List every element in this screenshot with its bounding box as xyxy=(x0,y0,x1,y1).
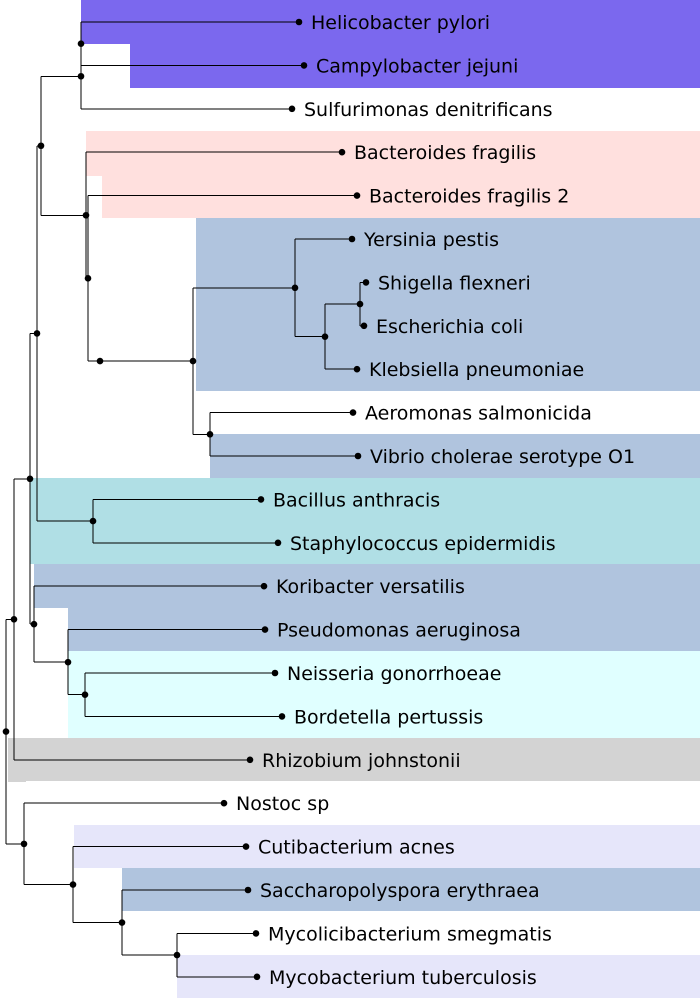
leaf-node-escherichia-coli xyxy=(360,322,368,330)
internal-node xyxy=(189,357,197,365)
taxon-label-shigella-flexneri: Shigella flexneri xyxy=(378,272,531,294)
clade-band-saccharopolyspora xyxy=(122,868,700,911)
taxon-label-mycolicibacterium-smegmatis: Mycolicibacterium smegmatis xyxy=(268,923,552,945)
leaf-node-bacteroides-fragilis-2 xyxy=(353,192,361,199)
leaf-node-sulfurimonas-denitrificans xyxy=(288,105,296,113)
leaf-node-cutibacterium-acnes xyxy=(242,843,250,850)
leaf-node-neisseria-gonorrhoeae xyxy=(271,669,279,677)
taxon-label-vibrio-cholerae-serotype-o1: Vibrio cholerae serotype O1 xyxy=(370,446,635,468)
tree-branches xyxy=(2,18,370,981)
leaf-node-staphylococcus-epidermidis xyxy=(274,539,282,547)
internal-node xyxy=(33,330,41,337)
leaf-node-klebsiella-pneumoniae xyxy=(353,365,361,373)
internal-node xyxy=(20,840,28,848)
internal-node xyxy=(118,919,126,926)
taxon-label-bordetella-pertussis: Bordetella pertussis xyxy=(294,706,483,728)
internal-node xyxy=(64,658,72,666)
taxon-label-pseudomonas-aeruginosa: Pseudomonas aeruginosa xyxy=(277,620,521,642)
internal-node xyxy=(173,951,181,959)
taxon-label-nostoc-sp: Nostoc sp xyxy=(236,793,329,815)
taxon-labels: Helicobacter pylori Campylobacter jejuni S… xyxy=(236,12,635,989)
leaf-node-koribacter-versatilis xyxy=(260,582,268,590)
internal-node xyxy=(206,431,214,438)
internal-node xyxy=(321,333,329,340)
taxon-label-koribacter-versatilis: Koribacter versatilis xyxy=(276,576,465,598)
leaf-node-bacillus-anthracis xyxy=(257,496,265,503)
clade-band-cutibacterium xyxy=(74,825,700,868)
taxon-label-sulfurimonas-denitrificans: Sulfurimonas denitrificans xyxy=(304,99,553,121)
taxon-label-mycobacterium-tuberculosis: Mycobacterium tuberculosis xyxy=(269,967,537,989)
leaf-node-campylobacter-jejuni xyxy=(300,62,308,69)
internal-node xyxy=(356,300,364,308)
leaf-node-mycolicibacterium-smegmatis xyxy=(252,930,260,937)
taxon-label-bacillus-anthracis: Bacillus anthracis xyxy=(273,489,440,511)
taxon-label-aeromonas-salmonicida: Aeromonas salmonicida xyxy=(365,403,592,425)
internal-node xyxy=(2,728,10,735)
internal-node xyxy=(26,475,34,483)
internal-node xyxy=(96,357,104,365)
clade-band-rhizobium xyxy=(8,738,700,782)
internal-node xyxy=(69,881,77,888)
taxon-label-cutibacterium-acnes: Cutibacterium acnes xyxy=(258,837,455,859)
clade-band-mycobacterium xyxy=(177,955,700,998)
internal-node xyxy=(291,284,299,292)
internal-node xyxy=(77,40,85,47)
internal-node xyxy=(84,275,92,282)
taxon-label-bacteroides-fragilis-2: Bacteroides fragilis 2 xyxy=(369,186,569,208)
leaf-node-helicobacter-pylori xyxy=(295,18,303,26)
clade-band-enterobacteria xyxy=(196,218,700,391)
taxon-label-neisseria-gonorrhoeae: Neisseria gonorrhoeae xyxy=(287,663,501,685)
taxon-label-klebsiella-pneumoniae: Klebsiella pneumoniae xyxy=(369,359,584,381)
leaf-node-saccharopolyspora-erythraea xyxy=(244,886,252,894)
taxon-label-escherichia-coli: Escherichia coli xyxy=(376,316,523,338)
internal-node xyxy=(30,620,38,628)
internal-node xyxy=(77,72,85,80)
internal-node xyxy=(89,517,97,525)
taxon-label-rhizobium-johnstonii: Rhizobium johnstonii xyxy=(262,750,461,772)
leaf-node-rhizobium-johnstonii xyxy=(246,756,254,764)
internal-node xyxy=(37,142,45,150)
taxon-label-staphylococcus-epidermidis: Staphylococcus epidermidis xyxy=(290,533,556,555)
leaf-node-yersinia-pestis xyxy=(348,235,356,243)
clade-band-vibrio xyxy=(210,434,700,478)
leaf-node-shigella-flexneri xyxy=(362,279,370,286)
leaf-node-aeromonas-salmonicida xyxy=(349,409,357,416)
leaf-node-bacteroides-fragilis xyxy=(338,148,346,156)
taxon-label-helicobacter-pylori: Helicobacter pylori xyxy=(311,12,490,34)
internal-node xyxy=(81,691,89,698)
taxon-label-saccharopolyspora-erythraea: Saccharopolyspora erythraea xyxy=(260,880,540,902)
internal-node xyxy=(10,616,18,623)
leaf-node-nostoc-sp xyxy=(220,799,228,807)
taxon-label-yersinia-pestis: Yersinia pestis xyxy=(363,229,499,251)
leaf-node-vibrio-cholerae-serotype-o1 xyxy=(354,452,362,460)
leaf-node-mycobacterium-tuberculosis xyxy=(253,973,261,981)
taxon-label-bacteroides-fragilis: Bacteroides fragilis xyxy=(354,142,536,164)
taxon-label-campylobacter-jejuni: Campylobacter jejuni xyxy=(316,55,518,77)
internal-node xyxy=(82,211,90,219)
leaf-node-bordetella-pertussis xyxy=(278,713,286,720)
leaf-node-pseudomonas-aeruginosa xyxy=(261,626,269,633)
clade-band-bacteroides xyxy=(86,131,700,218)
